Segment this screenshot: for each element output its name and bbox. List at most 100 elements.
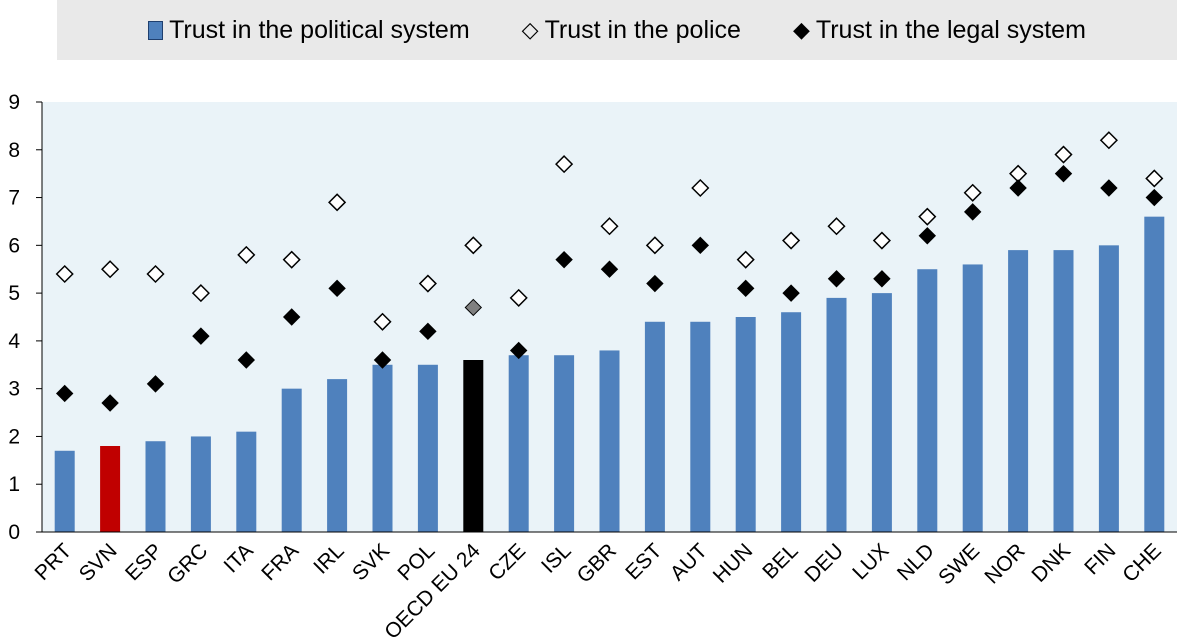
x-category-label: CZE [484, 539, 530, 585]
bar-swe [962, 264, 983, 532]
bar-che [1144, 216, 1165, 532]
bar-bel [781, 312, 802, 532]
legend-label-police: Trust in the police [544, 15, 741, 44]
x-category-label: ITA [220, 539, 258, 577]
y-axis: 0 1 2 3 4 5 6 7 8 9 [8, 91, 43, 544]
bar-irl [327, 379, 348, 532]
legal-marker [782, 284, 800, 302]
y-tick-label: 6 [8, 234, 20, 257]
x-category-label: PRT [31, 539, 77, 585]
legend-item-legal: ◆ Trust in the legal system [793, 16, 1086, 45]
legal-marker [827, 270, 846, 288]
legal-marker [555, 250, 573, 269]
legal-marker [55, 384, 74, 403]
x-category-label: DNK [1027, 539, 1075, 587]
bar-dnk [1053, 250, 1074, 532]
marker-series-legal [55, 164, 1164, 412]
police-marker [918, 207, 937, 226]
bar-aut [690, 321, 711, 532]
bar-isl [554, 355, 575, 532]
police-marker [1145, 169, 1164, 188]
police-marker [736, 250, 755, 269]
y-tick-label: 5 [8, 282, 20, 305]
x-category-label: EST [621, 539, 666, 584]
police-marker [418, 274, 437, 293]
bar-fin [1098, 245, 1119, 533]
x-category-label: SWE [934, 539, 984, 589]
legend-item-political: Trust in the political system [148, 16, 470, 45]
bar-lux [871, 293, 892, 532]
y-tick-label: 8 [8, 139, 20, 162]
bar-pol [417, 364, 438, 532]
legal-marker [373, 351, 392, 369]
bar-est [644, 321, 665, 532]
y-tick-label: 1 [8, 473, 20, 496]
legal-marker [1100, 179, 1118, 197]
x-category-label: NOR [980, 539, 1029, 588]
bar-grc [190, 436, 211, 532]
bar-series-political [54, 216, 1165, 533]
police-marker [464, 236, 483, 255]
police-marker [827, 217, 846, 236]
x-category-label: NLD [893, 539, 939, 585]
x-category-label: IRL [309, 539, 348, 578]
x-category-label: BEL [758, 539, 802, 583]
bar-svk [372, 364, 393, 532]
police-marker [645, 236, 664, 255]
police-marker [1099, 131, 1118, 150]
y-tick-label: 9 [8, 91, 20, 114]
bar-ita [236, 431, 257, 532]
legal-marker [646, 274, 664, 293]
police-marker [509, 288, 528, 307]
x-category-label: SVN [75, 539, 122, 586]
police-marker [872, 231, 891, 250]
legend-item-police: ◇ Trust in the police [522, 16, 741, 45]
police-marker [373, 312, 392, 331]
police-marker [146, 264, 165, 284]
x-category-label: CHE [1118, 539, 1166, 587]
bar-nld [917, 269, 938, 532]
x-category-label: FRA [257, 539, 303, 585]
police-marker [691, 178, 710, 198]
legal-marker [464, 298, 483, 317]
police-marker [963, 183, 982, 202]
legend-label-legal: Trust in the legal system [815, 15, 1086, 44]
bar-deu [826, 297, 847, 532]
police-marker [191, 284, 210, 303]
police-marker [328, 193, 347, 212]
legal-marker [918, 227, 937, 245]
bar-cze [508, 355, 529, 532]
x-category-label: FIN [1080, 539, 1120, 579]
x-category-label: AUT [666, 539, 712, 585]
bar-swatch-icon [148, 20, 164, 40]
y-tick-label: 4 [8, 330, 20, 353]
y-tick-label: 2 [8, 425, 20, 448]
x-category-label: GBR [573, 539, 621, 587]
legal-marker [1145, 188, 1164, 207]
bar-nor [1008, 250, 1029, 532]
police-marker [600, 217, 619, 236]
bar-esp [145, 441, 166, 532]
legend-label-political: Trust in the political system [169, 15, 470, 44]
x-category-label: SVK [348, 539, 394, 585]
legal-marker [101, 394, 119, 412]
open-diamond-icon: ◇ [521, 17, 539, 42]
filled-diamond-icon: ◆ [792, 17, 810, 42]
bar-fra [281, 388, 302, 532]
bar-oecd-eu-24 [463, 360, 484, 532]
police-marker [282, 250, 301, 269]
x-category-label: HUN [709, 539, 757, 587]
bar-hun [735, 317, 756, 532]
police-marker [55, 264, 74, 284]
legal-marker [146, 375, 165, 393]
police-marker [101, 260, 120, 279]
y-tick-label: 7 [8, 187, 20, 210]
legal-marker [963, 203, 982, 221]
x-category-label: LUX [848, 539, 893, 584]
x-category-label: GRC [163, 539, 212, 588]
legal-marker [237, 351, 256, 369]
legal-marker [192, 327, 210, 345]
police-marker [782, 231, 801, 250]
